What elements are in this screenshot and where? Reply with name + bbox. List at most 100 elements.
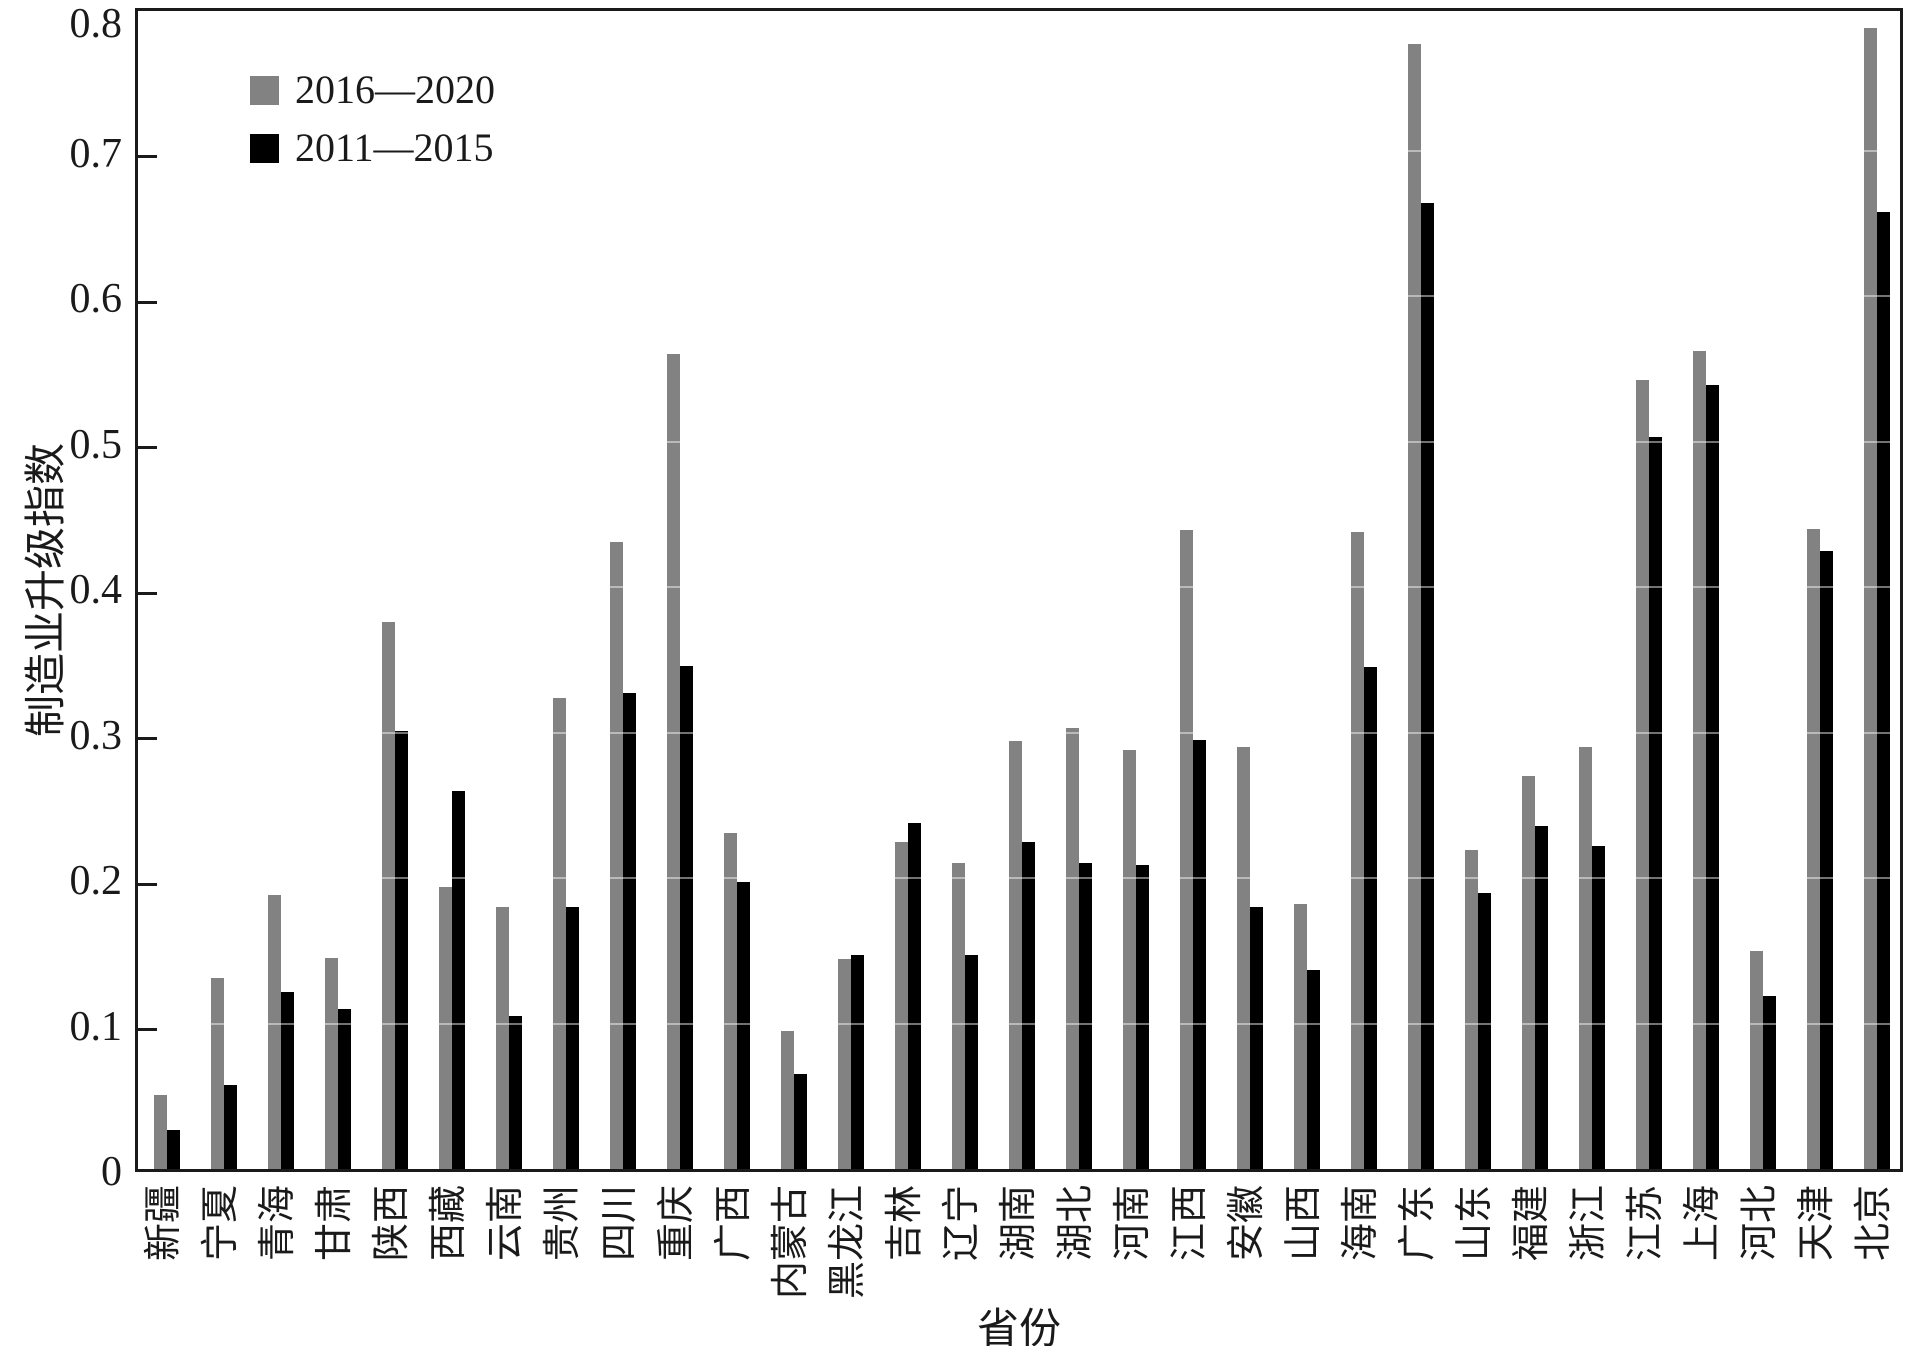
bar-2011-2015-云南 [508, 1016, 522, 1169]
bar-2016-2020-江苏 [1636, 380, 1650, 1169]
gridline-mark [1820, 1022, 1834, 1025]
gridline-mark [1706, 1022, 1720, 1025]
y-tick-label: 0.4 [69, 567, 123, 613]
gridline-mark [552, 877, 566, 879]
x-category-label-浙江: 浙江 [1568, 1184, 1611, 1261]
x-category-label-陕西: 陕西 [370, 1184, 413, 1261]
gridline-mark [1136, 1022, 1150, 1025]
bar-2011-2015-天津 [1820, 550, 1834, 1169]
gridline-mark [1864, 1022, 1878, 1025]
gridline-mark [1408, 295, 1422, 297]
bar-2016-2020-陕西 [381, 621, 395, 1169]
bar-2011-2015-辽宁 [964, 955, 978, 1169]
gridline-mark [1750, 1022, 1764, 1025]
x-category-label-福建: 福建 [1511, 1184, 1554, 1261]
gridline-mark [666, 586, 680, 588]
gridline-mark [1066, 1022, 1080, 1025]
gridline-mark [723, 877, 737, 879]
bar-2016-2020-安徽 [1237, 747, 1251, 1169]
y-tick-mark [138, 591, 157, 595]
gridline-mark [1763, 1022, 1777, 1025]
bar-2011-2015-安徽 [1250, 907, 1264, 1169]
bar-2016-2020-宁夏 [210, 978, 224, 1169]
gridline-mark [1364, 877, 1378, 879]
gridline-mark [951, 1022, 965, 1025]
gridline-mark [438, 1022, 452, 1025]
bar-2016-2020-新疆 [153, 1094, 167, 1169]
gridline-mark [1522, 877, 1536, 879]
x-axis-title: 省份 [976, 1307, 1061, 1346]
gridline-mark [324, 1022, 338, 1025]
gridline-mark [1535, 1022, 1549, 1025]
gridline-mark [679, 731, 693, 734]
x-category-label-宁夏: 宁夏 [199, 1184, 242, 1261]
gridline-mark [1649, 440, 1663, 443]
gridline-mark [1636, 440, 1650, 443]
gridline-mark [1294, 1022, 1308, 1025]
gridline-mark [1193, 877, 1207, 879]
gridline-mark [837, 1022, 851, 1025]
y-tick-label: 0.5 [69, 421, 123, 468]
bar-2016-2020-上海 [1693, 351, 1707, 1169]
gridline-mark [1864, 731, 1878, 734]
bar-2011-2015-河北 [1763, 995, 1777, 1169]
gridline-mark [1351, 877, 1365, 879]
legend-item-2016-2020: 2016—2020 [250, 69, 495, 111]
gridline-mark [1193, 1022, 1207, 1025]
gridline-mark [622, 731, 636, 734]
y-tick-label: 0.6 [69, 276, 123, 322]
x-category-label-湖南: 湖南 [998, 1184, 1040, 1261]
gridline-mark [451, 1022, 465, 1025]
y-tick-label: 0.3 [69, 712, 123, 759]
gridline-mark [1807, 1022, 1821, 1025]
gridline-mark [1421, 440, 1435, 443]
bar-2011-2015-宁夏 [223, 1084, 237, 1169]
x-category-label-天津: 天津 [1796, 1184, 1839, 1261]
gridline-mark [666, 731, 680, 734]
y-tick-label: 0 [101, 1149, 122, 1195]
gridline-mark [280, 1022, 294, 1025]
y-tick-mark [138, 446, 157, 449]
gridline-mark [1022, 1022, 1035, 1025]
gridline-mark [394, 877, 408, 879]
gridline-mark [381, 731, 395, 734]
gridline-mark [1693, 731, 1707, 734]
gridline-mark [451, 877, 465, 879]
gridline-mark [1180, 731, 1194, 734]
y-tick-label: 0.1 [69, 1003, 123, 1050]
gridline-mark [1079, 877, 1093, 879]
gridline-mark [1579, 1022, 1593, 1025]
x-category-label-广东: 广东 [1397, 1184, 1440, 1261]
bar-2016-2020-海南 [1351, 531, 1365, 1169]
x-category-label-重庆: 重庆 [655, 1184, 698, 1261]
bar-2016-2020-江西 [1180, 530, 1194, 1169]
gridline-mark [1877, 731, 1891, 734]
gridline-mark [1421, 877, 1435, 879]
bar-2011-2015-甘肃 [337, 1008, 351, 1169]
bar-2011-2015-江西 [1193, 739, 1207, 1169]
legend-swatch-black [250, 133, 279, 163]
bar-2011-2015-青海 [280, 991, 294, 1169]
gridline-mark [1351, 586, 1365, 588]
gridline-mark [337, 1022, 351, 1025]
bar-2011-2015-新疆 [166, 1129, 180, 1169]
gridline-mark [552, 731, 566, 734]
x-category-label-云南: 云南 [484, 1184, 527, 1261]
gridline-mark [666, 440, 680, 443]
gridline-mark [1820, 877, 1834, 879]
bar-2011-2015-河南 [1136, 864, 1150, 1169]
legend-swatch-gray [250, 75, 279, 105]
gridline-mark [723, 1022, 737, 1025]
gridline-mark [1009, 1022, 1022, 1025]
gridline-mark [1478, 1022, 1492, 1025]
bar-2016-2020-山西 [1294, 904, 1308, 1169]
bar-2016-2020-吉林 [894, 841, 908, 1169]
gridline-mark [495, 1022, 509, 1025]
gridline-mark [1408, 440, 1422, 443]
gridline-mark [1237, 877, 1251, 879]
bar-2011-2015-黑龙江 [850, 955, 864, 1169]
x-category-label-吉林: 吉林 [883, 1184, 926, 1261]
gridline-mark [951, 877, 965, 879]
y-tick-label: 0.2 [69, 858, 123, 904]
gridline-mark [1636, 877, 1650, 879]
